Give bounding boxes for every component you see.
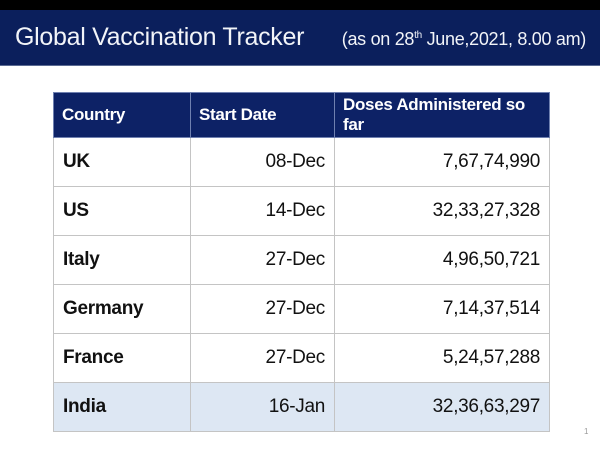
column-header-doses: Doses Administered so far <box>334 92 550 138</box>
table-header-row: Country Start Date Doses Administered so… <box>53 92 550 138</box>
doses-cell: 5,24,57,288 <box>334 333 550 383</box>
country-cell: Germany <box>53 284 191 334</box>
country-cell: US <box>53 186 191 236</box>
as-of-suffix: June,2021, 8.00 am) <box>421 29 587 49</box>
vaccination-table: Country Start Date Doses Administered so… <box>53 92 550 432</box>
as-of-ordinal: th <box>414 30 422 41</box>
country-cell: France <box>53 333 191 383</box>
table-row-highlighted: India 16-Jan 32,36,63,297 <box>53 382 550 432</box>
country-cell: Italy <box>53 235 191 285</box>
doses-cell: 7,14,37,514 <box>334 284 550 334</box>
table-row: Germany 27-Dec 7,14,37,514 <box>53 284 550 334</box>
slide-page-number: 1 <box>584 427 589 436</box>
title-band: Global Vaccination Tracker (as on 28th J… <box>0 10 600 66</box>
top-black-strip <box>0 0 600 10</box>
start-date-cell: 14-Dec <box>190 186 335 236</box>
table-row: Italy 27-Dec 4,96,50,721 <box>53 235 550 285</box>
start-date-cell: 27-Dec <box>190 333 335 383</box>
page-title: Global Vaccination Tracker <box>15 23 305 51</box>
column-header-country: Country <box>53 92 191 138</box>
as-of-timestamp: (as on 28th June,2021, 8.00 am) <box>341 29 587 50</box>
doses-cell: 32,36,63,297 <box>334 382 550 432</box>
start-date-cell: 08-Dec <box>190 137 335 187</box>
table-row: UK 08-Dec 7,67,74,990 <box>53 137 550 187</box>
table-row: France 27-Dec 5,24,57,288 <box>53 333 550 383</box>
start-date-cell: 16-Jan <box>190 382 335 432</box>
column-header-start-date: Start Date <box>190 92 335 138</box>
vaccination-table-container: Country Start Date Doses Administered so… <box>53 92 550 432</box>
doses-cell: 32,33,27,328 <box>334 186 550 236</box>
doses-cell: 4,96,50,721 <box>334 235 550 285</box>
country-cell: UK <box>53 137 191 187</box>
start-date-cell: 27-Dec <box>190 235 335 285</box>
doses-cell: 7,67,74,990 <box>334 137 550 187</box>
table-row: US 14-Dec 32,33,27,328 <box>53 186 550 236</box>
as-of-prefix: (as on 28 <box>341 29 415 49</box>
country-cell: India <box>53 382 191 432</box>
start-date-cell: 27-Dec <box>190 284 335 334</box>
